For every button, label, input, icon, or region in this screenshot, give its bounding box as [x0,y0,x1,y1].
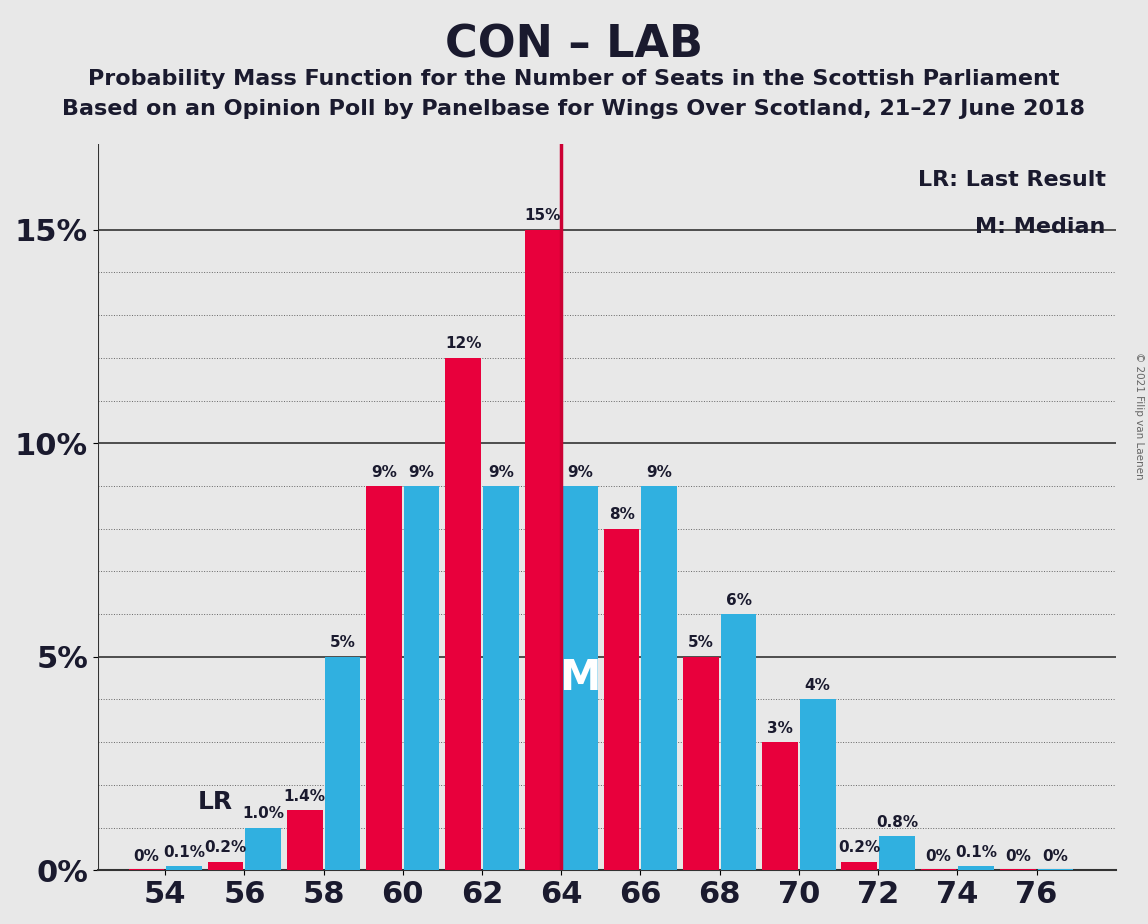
Bar [483,486,519,870]
Text: CON – LAB: CON – LAB [445,23,703,67]
Bar [721,614,757,870]
Bar [1038,869,1073,870]
Bar [683,657,719,870]
Text: 0.8%: 0.8% [876,815,918,830]
Text: 9%: 9% [567,465,594,480]
Bar [325,657,360,870]
Text: 0.2%: 0.2% [838,840,881,856]
Bar [525,230,560,870]
Bar [841,862,877,870]
Bar [246,828,281,870]
Text: 0.1%: 0.1% [955,845,998,859]
Bar [129,869,164,870]
Text: 1.0%: 1.0% [242,806,285,821]
Text: 12%: 12% [445,336,481,351]
Text: 9%: 9% [371,465,397,480]
Text: Based on an Opinion Poll by Panelbase for Wings Over Scotland, 21–27 June 2018: Based on an Opinion Poll by Panelbase fo… [62,99,1086,119]
Bar [642,486,677,870]
Text: 0.2%: 0.2% [204,840,247,856]
Text: 0%: 0% [1042,849,1069,864]
Bar [366,486,402,870]
Bar [1000,869,1035,870]
Bar [166,866,202,870]
Text: © 2021 Filip van Laenen: © 2021 Filip van Laenen [1134,352,1143,480]
Text: LR: LR [197,790,233,814]
Text: LR: Last Result: LR: Last Result [917,170,1106,189]
Text: 0%: 0% [1004,849,1031,864]
Text: 3%: 3% [767,721,793,736]
Text: M: Median: M: Median [975,217,1106,237]
Text: 0%: 0% [133,849,160,864]
Bar [762,742,798,870]
Bar [604,529,639,870]
Text: 9%: 9% [646,465,673,480]
Text: 1.4%: 1.4% [284,789,326,804]
Bar [959,866,994,870]
Text: 4%: 4% [805,678,831,693]
Text: 15%: 15% [525,208,560,224]
Bar [287,810,323,870]
Text: 0.1%: 0.1% [163,845,205,859]
Bar [921,869,956,870]
Text: 0%: 0% [925,849,952,864]
Bar [404,486,440,870]
Text: 8%: 8% [608,507,635,522]
Text: M: M [559,657,600,699]
Bar [445,358,481,870]
Text: 5%: 5% [688,636,714,650]
Text: 6%: 6% [726,592,752,608]
Bar [879,836,915,870]
Bar [208,862,243,870]
Text: 5%: 5% [329,636,356,650]
Text: Probability Mass Function for the Number of Seats in the Scottish Parliament: Probability Mass Function for the Number… [88,69,1060,90]
Text: 9%: 9% [488,465,514,480]
Text: 9%: 9% [409,465,435,480]
Bar [800,699,836,870]
Bar [563,486,598,870]
